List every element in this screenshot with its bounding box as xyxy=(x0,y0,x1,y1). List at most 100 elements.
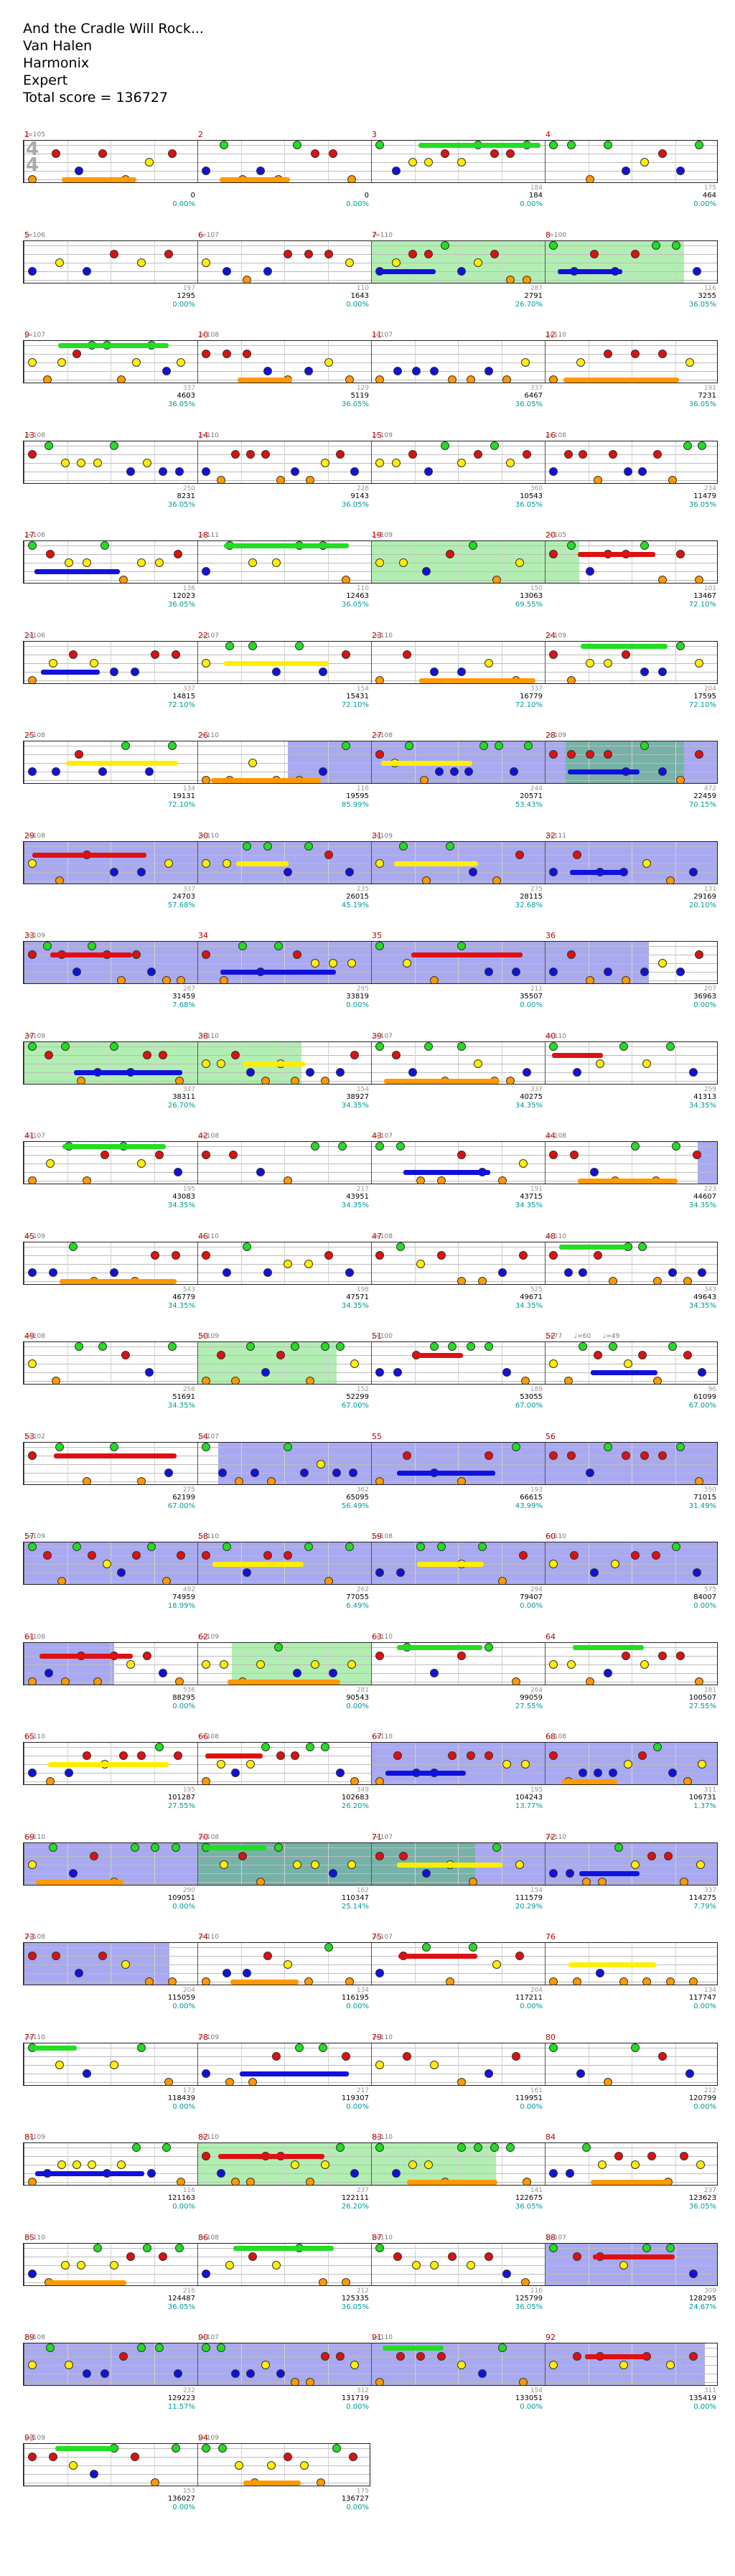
beat-line xyxy=(154,1142,155,1184)
note-gem xyxy=(318,2277,327,2285)
note-gem xyxy=(424,2160,434,2169)
note-gem xyxy=(375,1969,384,1977)
measure-number: 93 xyxy=(24,2432,34,2442)
measure-score: 1643 xyxy=(350,291,369,300)
note-gem xyxy=(466,375,475,383)
measure-number: 41 xyxy=(24,1131,34,1141)
beat-line xyxy=(675,641,676,683)
measure-line xyxy=(197,2043,198,2085)
note-gem xyxy=(93,2243,103,2252)
chart-row: 29 30 24703 57.68% 337 31 26015 45.19% 235 32 2811… xyxy=(23,827,718,913)
sustain-bar xyxy=(584,2354,647,2359)
note-gem xyxy=(638,467,647,476)
measure-line xyxy=(545,942,546,983)
measure-number: 63 xyxy=(372,1631,382,1641)
chart-row: 57 58 74959 18.99% 492 59 77055 6.49% 262 60 79407… xyxy=(23,1527,718,1613)
note-gem xyxy=(342,2277,351,2285)
measure-line xyxy=(197,541,198,583)
measure-score: 40275 xyxy=(520,1092,543,1101)
fret-lane xyxy=(24,1255,717,1256)
note-gem xyxy=(698,1368,707,1377)
note-gem xyxy=(590,1568,599,1577)
measure-score: 125335 xyxy=(341,2294,369,2303)
note-gem xyxy=(647,2152,656,2160)
note-gem xyxy=(350,1359,360,1368)
tempo-marker: ♩=110 xyxy=(372,2134,393,2141)
beat-line xyxy=(284,942,285,983)
measure-line xyxy=(371,2343,372,2385)
note-gem xyxy=(567,950,576,959)
tempo-marker: ♩=108 xyxy=(24,1934,45,1941)
fret-lane xyxy=(24,179,717,180)
note-gem xyxy=(430,667,439,676)
note-gem xyxy=(28,1860,37,1869)
note-gem xyxy=(28,950,37,959)
beat-line xyxy=(458,1642,459,1685)
beat-line xyxy=(327,141,329,182)
row-end-score: 84007 xyxy=(693,1593,716,1601)
tempo-marker: ♩=100 xyxy=(372,1333,393,1340)
sustain-bar xyxy=(73,1069,182,1075)
measure-number: 87 xyxy=(372,2232,382,2242)
beat-line xyxy=(284,2143,285,2185)
row-end-percent: 31.49% xyxy=(688,1502,716,1510)
note-gem xyxy=(567,541,576,550)
note-gem xyxy=(117,375,126,383)
note-gem xyxy=(276,1751,285,1760)
note-gem xyxy=(144,158,154,167)
measure-number: 37 xyxy=(24,1031,34,1041)
note-gem xyxy=(549,1250,558,1260)
tempo-marker: ♩=110 xyxy=(546,332,566,339)
beat-line xyxy=(284,1743,285,1784)
note-gem xyxy=(89,2469,98,2478)
note-gem xyxy=(222,350,231,358)
overdrive-percent: 34.35% xyxy=(167,1301,195,1310)
note-gem xyxy=(161,2143,171,2152)
note-gem xyxy=(549,867,558,876)
measure-number: 15 xyxy=(372,430,382,440)
measure-ticks: 543 xyxy=(182,1285,195,1293)
measure-ticks: 492 xyxy=(182,1586,195,1593)
fret-lane xyxy=(24,863,717,864)
note-gem xyxy=(350,2361,360,2369)
note-gem xyxy=(375,375,384,383)
fret-lane xyxy=(24,2356,717,2357)
note-gem xyxy=(658,1451,667,1460)
staff xyxy=(23,240,718,284)
note-gem xyxy=(640,968,649,976)
note-gem xyxy=(87,942,96,950)
measure-ticks: 525 xyxy=(530,1285,543,1293)
measure-number: 52 xyxy=(546,1331,556,1341)
note-gem xyxy=(243,841,251,851)
note-gem xyxy=(653,449,663,459)
note-gem xyxy=(44,1668,53,1677)
note-gem xyxy=(457,2077,466,2085)
tempo-marker: ♩=109 xyxy=(24,2434,45,2442)
sustain-bar xyxy=(567,769,640,774)
note-gem xyxy=(579,1769,588,1777)
note-gem xyxy=(572,1067,581,1077)
note-gem xyxy=(229,1151,238,1159)
note-gem xyxy=(60,458,70,467)
measure-score: 13063 xyxy=(520,592,543,600)
measure-line xyxy=(545,741,546,783)
beat-line xyxy=(327,1743,329,1784)
beat-line xyxy=(284,441,285,483)
fret-lane xyxy=(24,2247,717,2249)
note-gem xyxy=(60,1677,70,1685)
overdrive-percent: 0.00% xyxy=(520,2102,543,2111)
measure-number: 10 xyxy=(198,330,208,339)
note-gem xyxy=(658,149,667,158)
row-end-ticks: 550 xyxy=(703,1486,716,1494)
measure-line xyxy=(545,2243,546,2285)
note-gem xyxy=(284,1960,292,1969)
chart-row: 45 46 46779 34.35% 543 47 47571 34.35% 198 48 4967… xyxy=(23,1227,718,1313)
note-gem xyxy=(142,1651,151,1660)
tempo-marker: ♩=110 xyxy=(24,1733,45,1741)
note-gem xyxy=(137,867,146,876)
fret-lane xyxy=(24,1773,717,1774)
beat-line xyxy=(284,541,285,583)
note-gem xyxy=(631,249,640,258)
measure-score: 43083 xyxy=(172,1193,195,1201)
measure-line xyxy=(545,1242,546,1284)
